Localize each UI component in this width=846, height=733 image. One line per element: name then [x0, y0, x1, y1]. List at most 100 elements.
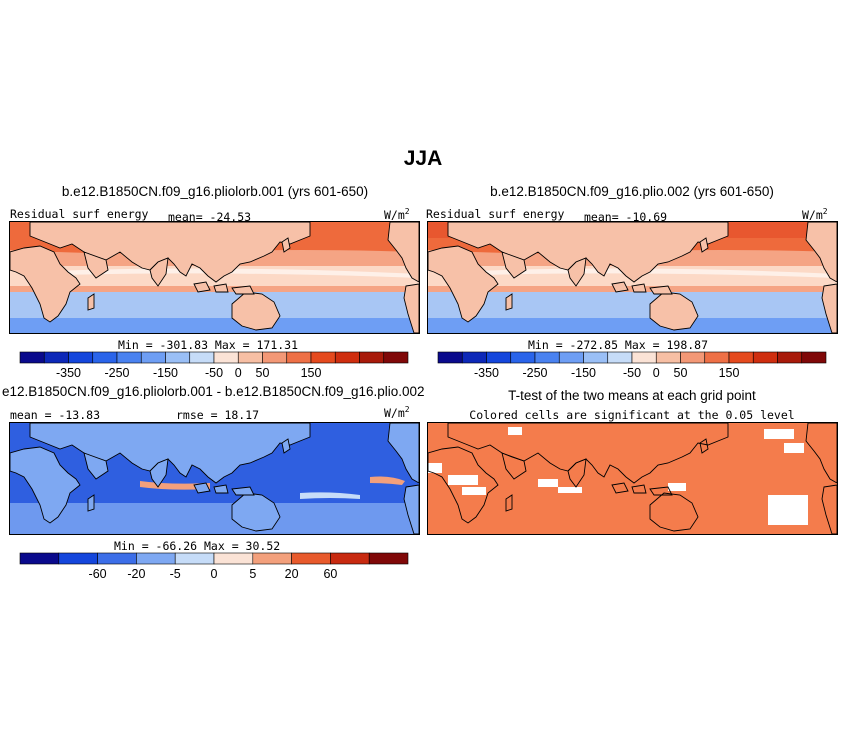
colorbar-tick-label: -350 [56, 366, 81, 380]
colorbar-box [291, 552, 331, 565]
field-band-far-south [428, 318, 837, 333]
continent-outline [805, 423, 837, 484]
colorbar-box [43, 351, 69, 364]
continent-outline [83, 452, 109, 480]
colorbar-tick-label: 0 [235, 366, 242, 380]
continent-outline [611, 482, 629, 494]
colorbar-box [534, 351, 560, 364]
colorbar-box [437, 351, 463, 364]
continent-outline [699, 237, 709, 253]
colorbar-box [728, 351, 754, 364]
colorbar-box [368, 552, 409, 565]
continent-outline [87, 494, 95, 512]
panel1-left-label: Residual surf energy [10, 207, 149, 221]
continent-outline [505, 494, 513, 512]
colorbar-box [752, 351, 778, 364]
continent-outline [501, 452, 527, 480]
panel2-title: b.e12.B1850CN.f09_g16.plio.002 (yrs 601-… [490, 184, 774, 199]
continent-outline [387, 222, 419, 283]
colorbar-box [461, 351, 487, 364]
colorbar-box [583, 351, 609, 364]
colorbar-tick-label: -150 [571, 366, 596, 380]
colorbar-box [19, 351, 45, 364]
continent-outline [821, 283, 837, 333]
colorbar-box [213, 351, 239, 364]
colorbar-box [359, 351, 385, 364]
panel2-units: W/m2 [802, 207, 828, 222]
continent-outline [83, 251, 109, 279]
colorbar-box [136, 552, 176, 565]
continent-outline [699, 438, 709, 454]
insignificant-cells [462, 487, 486, 495]
continent-outline [611, 281, 629, 293]
continent-outline [505, 293, 513, 311]
field-band-far-south [10, 318, 419, 333]
continent-outline [631, 484, 647, 494]
panel3-units: W/m2 [384, 405, 410, 420]
colorbar-tick-label: -20 [127, 567, 145, 581]
colorbar-tick-label: -60 [89, 567, 107, 581]
figure-title: JJA [403, 147, 443, 170]
colorbar-tick-label: 60 [323, 567, 337, 581]
panel4-title: T-test of the two means at each grid poi… [508, 388, 756, 403]
colorbar-tick-label: 50 [256, 366, 270, 380]
colorbar-box [116, 351, 142, 364]
field-pale-anomaly [300, 492, 360, 499]
colorbar-tick-label: -50 [623, 366, 641, 380]
continent-outline [231, 285, 255, 295]
continent-outline [231, 486, 255, 496]
panel3-rmse: rmse = 18.17 [176, 408, 260, 422]
colorbar-box [334, 351, 360, 364]
continent-outline [567, 458, 587, 488]
insignificant-cells [668, 483, 686, 491]
continent-outline [10, 245, 81, 323]
continent-outline [501, 251, 527, 279]
insignificant-cells [784, 443, 804, 453]
panel2-mean: mean= -10.69 [584, 210, 668, 224]
continent-outline [403, 484, 419, 534]
continent-outline [649, 285, 673, 295]
colorbar-tick-label: -350 [474, 366, 499, 380]
colorbar-box [330, 552, 370, 565]
insignificant-cells [448, 475, 478, 485]
continent-outline [213, 283, 229, 293]
colorbar-box [92, 351, 118, 364]
continent-outline [213, 484, 229, 494]
continent-outline [387, 423, 419, 484]
panel2-left-label: Residual surf energy [426, 207, 565, 221]
colorbar-box [213, 552, 254, 565]
colorbar-box [140, 351, 166, 364]
colorbar-box [262, 351, 288, 364]
field-warm-anomaly [370, 476, 405, 485]
colorbar-tick-label: 0 [211, 567, 218, 581]
colorbar-tick-label: 50 [674, 366, 688, 380]
panel4-subtitle: Colored cells are significant at the 0.0… [469, 408, 795, 422]
colorbar-box [58, 552, 98, 565]
panel2-colorbar: -350 -250 -150 -50 0 50 150 [437, 351, 827, 380]
colorbar-box [174, 552, 215, 565]
colorbar-box [655, 351, 681, 364]
colorbar-tick-label: 0 [653, 366, 660, 380]
field-band-south [10, 503, 419, 534]
insignificant-cells [428, 463, 442, 473]
insignificant-cells [768, 495, 808, 525]
continent-outline [281, 438, 291, 454]
colorbar-box [165, 351, 191, 364]
colorbar-tick-label: 5 [249, 567, 256, 581]
panel1-units: W/m2 [384, 207, 410, 222]
continent-outline [149, 458, 169, 488]
colorbar-tick-label: -250 [104, 366, 129, 380]
continent-outline [10, 446, 81, 524]
colorbar-tick-label: -50 [205, 366, 223, 380]
continent-outline [193, 482, 211, 494]
insignificant-cells [538, 479, 558, 487]
colorbar-tick-label: -5 [170, 567, 181, 581]
continent-outline [821, 484, 837, 534]
continent-outline [87, 293, 95, 311]
insignificant-cells [558, 487, 582, 493]
colorbar-box [383, 351, 409, 364]
colorbar-box [680, 351, 706, 364]
colorbar-tick-label: -250 [522, 366, 547, 380]
colorbar-box [801, 351, 827, 364]
colorbar-tick-label: 150 [719, 366, 740, 380]
